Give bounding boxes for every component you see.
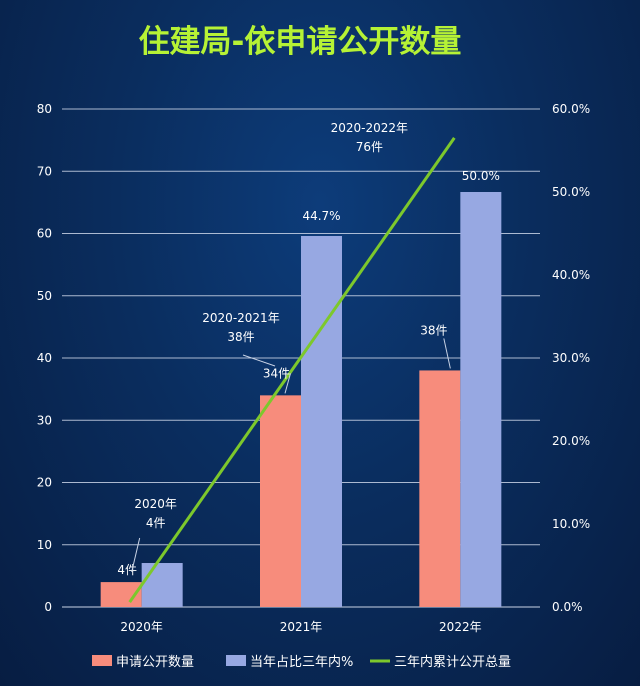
x-tick-1: 2021年: [280, 620, 323, 634]
left-tick-6: 60: [37, 227, 52, 241]
cumulative-line: [128, 137, 456, 603]
cumulative-label-2: 2020-2022年 76件: [331, 121, 408, 154]
cumulative-label-0-line-1: 4件: [146, 516, 166, 530]
cumulative-label-1-line-0: 2020-2021年: [202, 311, 279, 325]
right-tick-4: 40.0%: [552, 268, 590, 282]
legend-label-0: 申请公开数量: [116, 655, 194, 670]
bar-count-1: [260, 395, 301, 607]
x-axis: 2020年 2021年 2022年: [120, 620, 481, 634]
cumulative-leader-1: [242, 354, 276, 367]
left-tick-3: 30: [37, 413, 52, 427]
right-tick-0: 0.0%: [552, 600, 583, 614]
legend: 申请公开数量 当年占比三年内% 三年内累计公开总量: [92, 654, 511, 670]
x-tick-0: 2020年: [120, 620, 163, 634]
x-tick-2: 2022年: [439, 620, 482, 634]
left-tick-7: 70: [37, 164, 52, 178]
right-axis: 0.0% 10.0% 20.0% 30.0% 40.0% 50.0% 60.0%: [552, 102, 590, 614]
count-label-1: 34件: [263, 366, 290, 380]
count-leader-1: [284, 373, 291, 394]
legend-label-2: 三年内累计公开总量: [394, 654, 511, 670]
left-axis: 0 10 20 30 40 50 60 70 80: [37, 102, 52, 614]
cumulative-leader-0: [131, 537, 141, 573]
cumulative-label-2-line-0: 2020-2022年: [331, 121, 408, 135]
right-tick-1: 10.0%: [552, 517, 590, 531]
chart-title: 住建局-依申请公开数量: [139, 24, 462, 60]
count-leader-2: [443, 338, 451, 369]
left-tick-5: 50: [37, 289, 52, 303]
bar-share-2: [460, 192, 502, 607]
bar-count-2: [419, 370, 461, 607]
count-label-0: 4件: [117, 563, 137, 577]
left-tick-8: 80: [37, 102, 52, 116]
cumulative-line-path: [128, 137, 456, 603]
left-tick-0: 0: [44, 600, 52, 614]
data-labels: 4件34件38件44.7%50.0%2020年4件2020-2021年38件20…: [117, 121, 500, 577]
right-tick-2: 20.0%: [552, 434, 590, 448]
right-tick-5: 50.0%: [552, 185, 590, 199]
right-tick-3: 30.0%: [552, 351, 590, 365]
count-label-2: 38件: [420, 323, 447, 337]
right-tick-6: 60.0%: [552, 102, 590, 116]
legend-swatch-0: [92, 655, 112, 666]
cumulative-label-0: 2020年 4件: [134, 497, 177, 530]
share-label-1: 44.7%: [302, 209, 340, 223]
share-label-2: 50.0%: [462, 169, 500, 183]
legend-label-1: 当年占比三年内%: [250, 654, 353, 670]
legend-swatch-1: [226, 655, 246, 666]
bar-share-0: [141, 563, 183, 607]
left-tick-4: 40: [37, 351, 52, 365]
cumulative-label-0-line-0: 2020年: [134, 497, 177, 511]
cumulative-label-2-line-1: 76件: [356, 140, 383, 154]
bar-share-1: [301, 235, 342, 608]
left-tick-2: 20: [37, 476, 52, 490]
left-tick-1: 10: [37, 538, 52, 552]
cumulative-label-1-line-1: 38件: [227, 330, 254, 344]
cumulative-label-1: 2020-2021年 38件: [202, 311, 279, 344]
